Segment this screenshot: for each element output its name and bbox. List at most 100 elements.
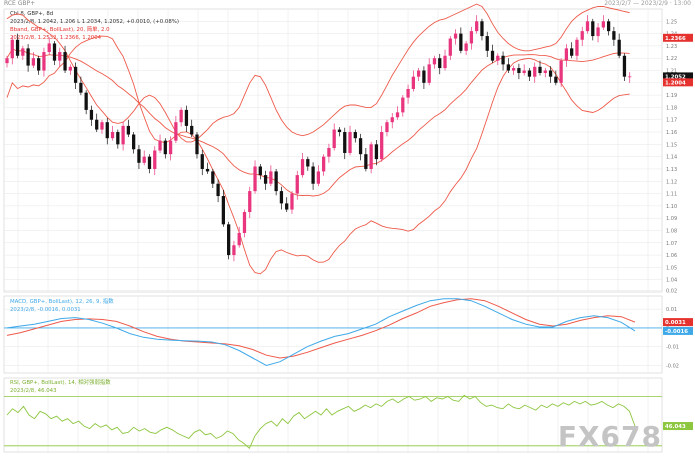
price-tick-label: 1.25 [666, 19, 677, 25]
candle-body [480, 21, 484, 37]
candle-body [279, 191, 284, 204]
candle-body [596, 27, 600, 37]
rsi-line [6, 394, 636, 450]
candle-body [564, 48, 569, 61]
candle-body [496, 55, 500, 61]
candle-body [184, 109, 189, 126]
candle-body [79, 82, 83, 93]
candle-body [327, 148, 331, 157]
candle-body [353, 132, 357, 139]
candle-body [68, 66, 72, 71]
candle-body [195, 134, 199, 155]
candle-body [622, 55, 627, 77]
candle-body [464, 43, 468, 51]
candle-body [142, 156, 146, 163]
candle-body [559, 60, 563, 83]
candle-body [538, 66, 542, 73]
price-tick-label: 1.23 [666, 44, 677, 50]
candle-body [459, 33, 463, 51]
candle-body [554, 76, 558, 83]
candle-body [168, 140, 173, 155]
candle-body [395, 112, 400, 118]
candle-body [575, 39, 579, 56]
candle-body [385, 122, 389, 133]
candle-body [58, 52, 62, 61]
candle-body [216, 183, 220, 197]
axis-layer: 1.251.241.231.221.211.201.191.181.171.16… [663, 19, 693, 431]
candle-body [158, 140, 162, 151]
bband-lower-line [6, 35, 630, 275]
price-header-line1: Chl 8, GBP+, 8d [10, 11, 53, 17]
candle-body [26, 48, 30, 66]
candle-body [205, 168, 210, 172]
candle-body [628, 76, 632, 78]
candle-body [501, 55, 505, 65]
candle-body [311, 166, 315, 184]
candle-body [548, 70, 553, 77]
candle-body [63, 52, 67, 71]
candle-body [422, 70, 426, 83]
macd-tick-label: -0.01 [666, 345, 679, 351]
rsi-panel-frame [3, 377, 663, 453]
price-label-box [663, 78, 693, 87]
candle-body [116, 132, 120, 145]
candle-body [121, 125, 125, 145]
bband-upper-line [6, 3, 630, 143]
price-tick-label: 1.15 [666, 142, 677, 148]
candle-body [10, 39, 14, 59]
price-label-text: 1.2004 [665, 80, 686, 86]
candle-body [348, 132, 352, 153]
price-tick-label: 1.16 [666, 130, 677, 136]
macd-label-text: 0.0031 [665, 320, 686, 326]
candle-body [343, 132, 347, 153]
candle-body [580, 31, 584, 40]
candle-body [427, 64, 431, 83]
candle-body [52, 43, 57, 61]
price-tick-label: 1.19 [666, 93, 677, 99]
price-tick-label: 1.04 [666, 278, 677, 284]
candle-body [42, 52, 46, 71]
price-label-text: 1.2052 [665, 74, 686, 80]
rsi-label-box [663, 422, 693, 431]
candle-body [332, 129, 336, 149]
candle-body [47, 43, 51, 53]
candle-body [591, 21, 595, 37]
candle-body [263, 175, 268, 184]
price-tick-label: 1.05 [666, 265, 677, 271]
window-date-range: 2023/2/7 — 2023/2/9 · 13:00 [604, 0, 691, 7]
candle-body [153, 150, 157, 169]
candle-body [163, 140, 167, 155]
price-label-box [663, 72, 693, 81]
macd-panel-frame [3, 295, 663, 374]
candle-body [306, 159, 310, 167]
candle-body [358, 138, 363, 155]
candle-body [84, 92, 88, 110]
macd-label-box [663, 326, 693, 335]
candle-body [248, 191, 252, 213]
candle-body [612, 31, 616, 40]
macd-tick-label: 0.01 [666, 307, 677, 313]
price-tick-label: 1.09 [666, 216, 677, 222]
candle-body [31, 58, 36, 66]
candle-body [570, 48, 574, 56]
bband-header-line1: Bband, GBP+, BollLast), 20, 简单, 2.0 [10, 25, 110, 33]
window-title: RCE GBP+ [4, 0, 35, 7]
candle-body [490, 50, 495, 61]
candle-body [269, 171, 273, 184]
price-tick-label: 1.13 [666, 167, 677, 173]
watermark-logo: FX678 [558, 420, 662, 453]
candle-body [211, 171, 215, 184]
price-header-line2: 2023/2/8, 1.2042, 1.206 L 1.2034, 1.2052… [10, 19, 179, 25]
macd-signal-line [6, 298, 636, 359]
candle-body [380, 132, 384, 160]
price-tick-label: 1.08 [666, 228, 677, 234]
macd-tick-label: 0.02 [666, 288, 677, 294]
candle-body [147, 156, 152, 169]
candle-body [237, 232, 241, 246]
candle-body [221, 196, 226, 225]
candle-body [322, 156, 326, 172]
price-tick-label: 1.11 [666, 192, 677, 198]
candle-body [369, 144, 373, 169]
candle-body [242, 212, 247, 233]
